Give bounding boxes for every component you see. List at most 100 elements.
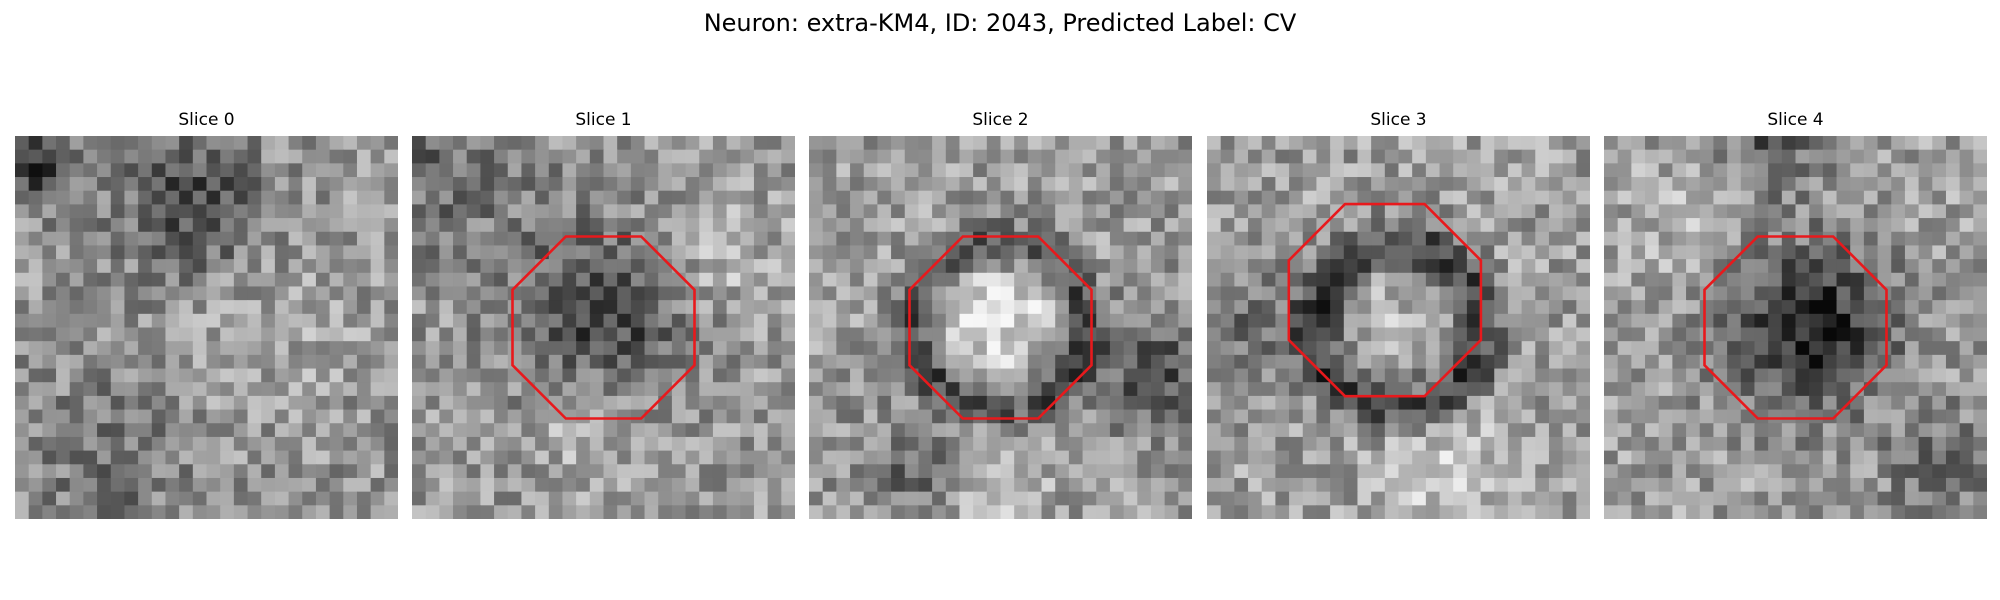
pixel [1508,464,1522,478]
pixel [1508,423,1522,437]
pixel [508,478,522,492]
pixel [754,505,768,519]
pixel [521,245,535,259]
pixel [562,492,576,506]
pixel [604,464,618,478]
pixel [1234,369,1248,383]
pixel [426,218,440,232]
pixel [604,286,618,300]
pixel [1659,314,1673,328]
pixel [207,191,221,205]
pixel [1207,396,1221,410]
pixel [590,136,604,150]
pixel [124,382,138,396]
pixel [124,232,138,246]
pixel [1001,396,1015,410]
pixel [850,464,864,478]
pixel [480,423,494,437]
pixel [590,464,604,478]
pixel [1891,451,1905,465]
pixel [494,464,508,478]
pixel [864,191,878,205]
pixel [1563,163,1577,177]
pixel [1823,204,1837,218]
pixel [508,341,522,355]
pixel [165,505,179,519]
pixel [1809,204,1823,218]
pixel [83,410,97,424]
pixel [809,273,823,287]
pixel [1385,382,1399,396]
pixel [152,382,166,396]
pixel [1686,423,1700,437]
pixel [1604,437,1618,451]
pixel [1631,163,1645,177]
pixel [1645,286,1659,300]
pixel [480,191,494,205]
pixel [562,204,576,218]
pixel [1576,369,1590,383]
pixel [1357,150,1371,164]
pixel [1151,232,1165,246]
pixel [1864,478,1878,492]
pixel [193,437,207,451]
pixel [220,355,234,369]
pixel [152,177,166,191]
pixel [1631,396,1645,410]
pixel [165,218,179,232]
pixel [165,328,179,342]
pixel [1124,204,1138,218]
pixel [138,328,152,342]
pixel [207,492,221,506]
pixel [604,492,618,506]
pixel [1001,369,1015,383]
pixel [699,177,713,191]
pixel [1932,150,1946,164]
pixel [70,423,84,437]
pixel [631,396,645,410]
pixel [1946,505,1960,519]
pixel [357,177,371,191]
pixel [220,410,234,424]
pixel [124,396,138,410]
pixel [1178,382,1192,396]
pixel [1563,464,1577,478]
pixel [604,341,618,355]
pixel [987,300,1001,314]
pixel [1878,328,1892,342]
pixel [453,136,467,150]
pixel [357,150,371,164]
pixel [1768,177,1782,191]
pixel [809,232,823,246]
pixel [1768,232,1782,246]
pixel [836,177,850,191]
pixel [1385,464,1399,478]
pixel [713,150,727,164]
pixel [467,191,481,205]
pixel [1741,218,1755,232]
pixel [426,177,440,191]
pixel [535,177,549,191]
pixel [768,136,782,150]
pixel [1645,451,1659,465]
pixel [1659,437,1673,451]
pixel [1659,478,1673,492]
pixel [234,300,248,314]
pixel [1508,492,1522,506]
pixel [261,314,275,328]
pixel [1221,410,1235,424]
pixel [42,218,56,232]
pixel [1234,177,1248,191]
pixel [1137,191,1151,205]
pixel [781,300,795,314]
pixel [138,218,152,232]
pixel [823,136,837,150]
pixel [138,492,152,506]
pixel [70,382,84,396]
pixel [1672,341,1686,355]
pixel [1727,314,1741,328]
pixel [576,382,590,396]
pixel [1096,314,1110,328]
pixel [973,300,987,314]
pixel [261,437,275,451]
